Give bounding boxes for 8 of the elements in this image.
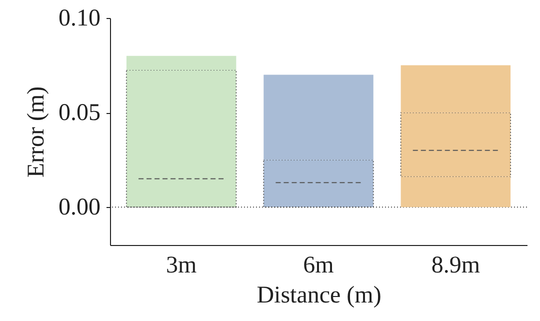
y-tick-label: 0.00: [58, 194, 100, 221]
y-tick-label: 0.05: [58, 100, 100, 126]
x-axis-title: Distance (m): [256, 282, 382, 308]
x-tick-label: 8.9m: [431, 252, 480, 278]
x-tick-label: 3m: [166, 252, 197, 278]
y-axis-title: Error (m): [24, 86, 50, 178]
y-tick-label: 0.10: [58, 6, 100, 32]
x-tick-label: 6m: [303, 252, 334, 278]
